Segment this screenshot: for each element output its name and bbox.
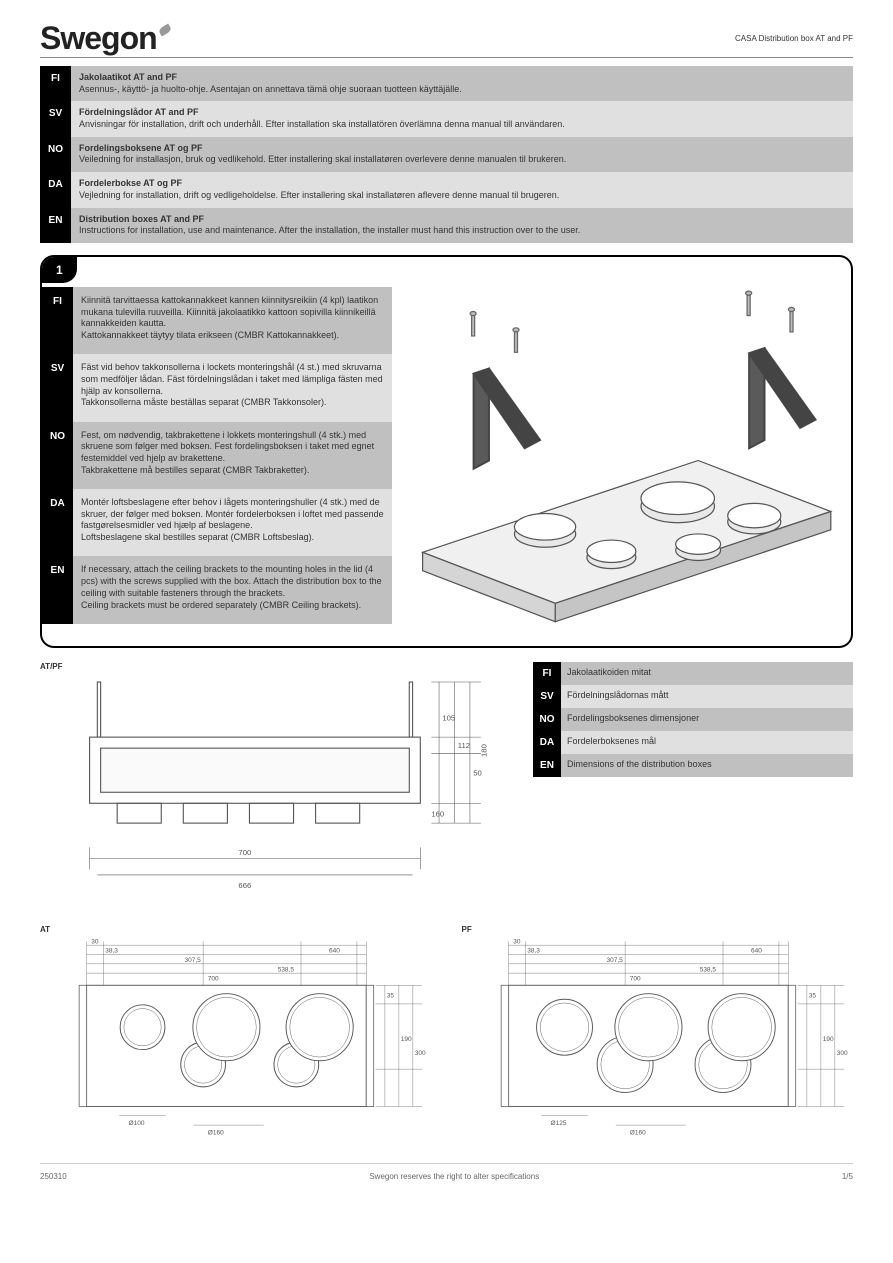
svg-text:640: 640 [329, 948, 340, 955]
dims-row: SV Fördelningslådornas mått [533, 685, 853, 708]
lang-code: FI [40, 66, 71, 101]
svg-text:30: 30 [91, 939, 99, 946]
svg-text:666: 666 [238, 881, 251, 890]
svg-text:112: 112 [458, 741, 470, 750]
svg-text:30: 30 [513, 939, 521, 946]
lang-code: DA [40, 172, 71, 207]
diagram1-row: NO Fest, om nødvendig, takbrakettene i l… [42, 422, 392, 489]
svg-text:Ø100: Ø100 [129, 1120, 145, 1127]
diagram1-cell: Fäst vid behov takkonsollerna i lockets … [73, 354, 392, 421]
dims-cell: Jakolaatikoiden mitat [561, 662, 853, 685]
intro-cell: Fordelingsboksene AT og PFVeiledning for… [71, 137, 853, 172]
svg-text:Ø160: Ø160 [208, 1130, 224, 1137]
diagram1-cell: Fest, om nødvendig, takbrakettene i lokk… [73, 422, 392, 489]
lang-code: NO [40, 137, 71, 172]
lang-code: SV [42, 354, 73, 421]
intro-cell: Distribution boxes AT and PFInstructions… [71, 208, 853, 243]
dims-cell: Fordelingsboksenes dimensjoner [561, 708, 853, 731]
lang-code: FI [533, 662, 561, 685]
lang-code: EN [533, 754, 561, 777]
dims-row: EN Dimensions of the distribution boxes [533, 754, 853, 777]
svg-text:160: 160 [431, 809, 444, 818]
diagram1-cell: If necessary, attach the ceiling bracket… [73, 556, 392, 623]
topview-at-label: AT [40, 925, 432, 934]
dims-cell: Fördelningslådornas mått [561, 685, 853, 708]
svg-text:538,5: 538,5 [278, 967, 295, 974]
diagram1-row: DA Montér loftsbeslagene efter behov i l… [42, 489, 392, 556]
svg-text:700: 700 [629, 976, 640, 983]
dims-row: NO Fordelingsboksenes dimensjoner [533, 708, 853, 731]
svg-text:38,3: 38,3 [105, 948, 118, 955]
intro-row: EN Distribution boxes AT and PFInstructi… [40, 208, 853, 243]
dimensions-language-table: FI Jakolaatikoiden mitatSV Fördelningslå… [533, 662, 853, 777]
lang-code: EN [42, 556, 73, 623]
bracket-assembly-diagram [392, 287, 841, 636]
svg-text:190: 190 [822, 1037, 833, 1044]
intro-row: SV Fördelningslådor AT and PFAnvisningar… [40, 101, 853, 136]
footer-page-number: 1/5 [842, 1172, 853, 1181]
top-view-pf-drawing: 30 38,3 307,5 538,5 640 700 35 190300 Ø125 Ø160 [462, 934, 854, 1148]
svg-text:50: 50 [473, 769, 482, 778]
lang-code: DA [42, 489, 73, 556]
lang-code: NO [533, 708, 561, 731]
svg-text:105: 105 [442, 713, 455, 722]
side-view-label: AT/PF [40, 662, 503, 671]
top-view-at-drawing: 30 38,3 307,5 538,5 640 700 35 190300 Ø100 Ø160 [40, 934, 432, 1148]
brand-logo: Swegon [40, 20, 171, 57]
svg-text:700: 700 [238, 848, 251, 857]
svg-text:538,5: 538,5 [699, 967, 716, 974]
dims-row: DA Fordelerboksenes mål [533, 731, 853, 754]
svg-text:190: 190 [401, 1037, 412, 1044]
diagram-section-1: 1 FI Kiinnitä tarvittaessa kattokannakke… [40, 255, 853, 648]
svg-text:180: 180 [479, 744, 488, 757]
intro-cell: Jakolaatikot AT and PFAsennus-, käyttö- … [71, 66, 853, 101]
diagram1-row: EN If necessary, attach the ceiling brac… [42, 556, 392, 623]
intro-row: NO Fordelingsboksene AT og PFVeiledning … [40, 137, 853, 172]
diagram1-row: FI Kiinnitä tarvittaessa kattokannakkeet… [42, 287, 392, 354]
page-footer: 250310 Swegon reserves the right to alte… [40, 1163, 853, 1181]
svg-text:307,5: 307,5 [606, 957, 623, 964]
diagram-tab: 1 [42, 257, 77, 283]
lang-code: EN [40, 208, 71, 243]
svg-text:38,3: 38,3 [527, 948, 540, 955]
lang-code: NO [42, 422, 73, 489]
lang-code: DA [533, 731, 561, 754]
diagram1-cell: Montér loftsbeslagene efter behov i låge… [73, 489, 392, 556]
svg-text:300: 300 [415, 1051, 426, 1058]
svg-text:640: 640 [750, 948, 761, 955]
side-view-drawing: 105 112 50 160 700 666 180 [40, 671, 503, 914]
svg-text:Ø160: Ø160 [629, 1130, 645, 1137]
dims-cell: Dimensions of the distribution boxes [561, 754, 853, 777]
diagram1-cell: Kiinnitä tarvittaessa kattokannakkeet ka… [73, 287, 392, 354]
svg-text:700: 700 [208, 976, 219, 983]
svg-text:307,5: 307,5 [184, 957, 201, 964]
topview-pf-label: PF [462, 925, 854, 934]
diagram1-row: SV Fäst vid behov takkonsollerna i locke… [42, 354, 392, 421]
footer-disclaimer: Swegon reserves the right to alter speci… [369, 1172, 539, 1181]
header-subtitle: CASA Distribution box AT and PF [735, 34, 853, 43]
intro-cell: Fördelningslådor AT and PFAnvisningar fö… [71, 101, 853, 136]
svg-text:300: 300 [836, 1051, 847, 1058]
intro-cell: Fordelerbokse AT og PFVejledning for ins… [71, 172, 853, 207]
svg-text:Ø125: Ø125 [550, 1120, 566, 1127]
dims-cell: Fordelerboksenes mål [561, 731, 853, 754]
lang-code: FI [42, 287, 73, 354]
footer-date: 250310 [40, 1172, 67, 1181]
intro-row: DA Fordelerbokse AT og PFVejledning for … [40, 172, 853, 207]
leaf-icon [157, 23, 171, 36]
intro-row: FI Jakolaatikot AT and PFAsennus-, käytt… [40, 66, 853, 101]
intro-language-table: FI Jakolaatikot AT and PFAsennus-, käytt… [40, 66, 853, 243]
svg-text:35: 35 [387, 993, 395, 1000]
dims-row: FI Jakolaatikoiden mitat [533, 662, 853, 685]
diagram1-language-table: FI Kiinnitä tarvittaessa kattokannakkeet… [42, 287, 392, 624]
lang-code: SV [533, 685, 561, 708]
svg-text:35: 35 [808, 993, 816, 1000]
lang-code: SV [40, 101, 71, 136]
